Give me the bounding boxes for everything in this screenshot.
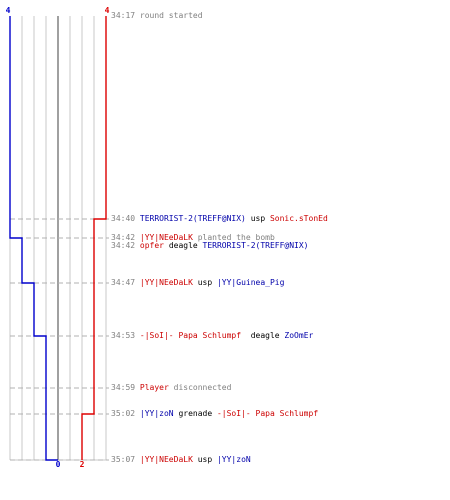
event-time: 34:53 (111, 331, 140, 340)
event-text: |YY|Guinea_Pig (216, 278, 285, 287)
event-row: 34:17 round started (111, 11, 203, 21)
event-time: 35:07 (111, 455, 140, 464)
event-text: -|SoI|- Papa Schlumpf (139, 331, 242, 340)
event-text: |YY|NEeDaLK (139, 233, 193, 242)
event-row: 35:07 |YY|NEeDaLK usp |YY|zoN (111, 455, 251, 465)
event-text: |YY|zoN (216, 455, 251, 464)
event-row: 34:40 TERRORIST-2(TREFF@NIX) usp Sonic.s… (111, 214, 328, 224)
event-row: 34:42 opfer deagle TERRORIST-2(TREFF@NIX… (111, 241, 309, 251)
event-text: opfer (139, 241, 164, 250)
event-text: disconnected (168, 383, 232, 392)
event-text: round started (139, 11, 203, 20)
t-start-count: 4 (105, 6, 110, 15)
event-time: 34:47 (111, 278, 140, 287)
event-text: -|SoI|- Papa Schlumpf (216, 409, 319, 418)
event-row: 34:59 Player disconnected (111, 383, 231, 393)
ct-alive-line (9, 16, 58, 461)
event-text: Sonic.sTonEd (269, 214, 328, 223)
event-time: 34:59 (111, 383, 140, 392)
event-text: ZoOmEr (284, 331, 314, 340)
t-alive-line (81, 16, 107, 460)
event-text: usp (192, 278, 217, 287)
event-text: usp (192, 455, 217, 464)
event-row: 35:02 |YY|zoN grenade -|SoI|- Papa Schlu… (111, 409, 318, 419)
event-text: usp (245, 214, 270, 223)
event-text: grenade (173, 409, 217, 418)
event-row: 34:47 |YY|NEeDaLK usp |YY|Guinea_Pig (111, 278, 284, 288)
event-text: Player (139, 383, 169, 392)
event-text: deagle (164, 241, 203, 250)
event-time: 34:42 (111, 241, 140, 250)
event-text: planted the bomb (192, 233, 275, 242)
ct-start-count: 4 (6, 6, 11, 15)
event-time: 34:17 (111, 11, 140, 20)
event-row: 34:42 |YY|NEeDaLK planted the bomb (111, 233, 275, 243)
event-text: TERRORIST-2(TREFF@NIX) (202, 241, 309, 250)
event-time: 34:42 (111, 233, 140, 242)
event-time: 35:02 (111, 409, 140, 418)
event-text: |YY|zoN (139, 409, 174, 418)
event-text: |YY|NEeDaLK (139, 278, 193, 287)
t-end-count: 2 (80, 460, 85, 469)
event-row: 34:53 -|SoI|- Papa Schlumpf deagle ZoOmE… (111, 331, 313, 341)
event-time: 34:40 (111, 214, 140, 223)
event-text: TERRORIST-2(TREFF@NIX) (139, 214, 246, 223)
event-text: |YY|NEeDaLK (139, 455, 193, 464)
event-text: deagle (241, 331, 285, 340)
ct-end-count: 0 (56, 460, 61, 469)
